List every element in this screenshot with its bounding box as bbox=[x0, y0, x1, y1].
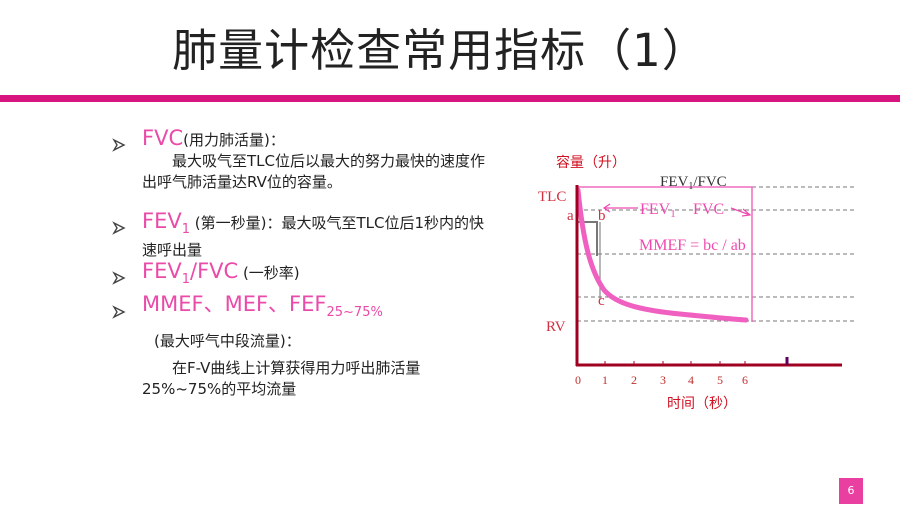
x-tick-labels: 0 1 2 3 4 5 6 bbox=[575, 373, 748, 387]
bullet-arrow bbox=[112, 138, 126, 152]
x-tick-label: 6 bbox=[742, 373, 748, 387]
fev1-text: FEV bbox=[640, 201, 671, 218]
volume-curve bbox=[575, 187, 749, 323]
rv-label: RV bbox=[546, 319, 566, 335]
bullet: MMEF、MEF、FEF25~75% (最大呼气中段流量)： 在F-V曲线上计算… bbox=[142, 294, 487, 400]
x-tick-label: 3 bbox=[660, 373, 666, 387]
x-tick-label: 1 bbox=[602, 373, 608, 387]
fvc-line bbox=[577, 186, 753, 322]
bullet: FEV1 (第一秒量)：最大吸气至TLC位后1秒内的快速呼出量 bbox=[142, 211, 487, 261]
x-tick-label: 5 bbox=[717, 373, 723, 387]
ratio-rest: /FVC bbox=[693, 174, 726, 190]
term-text: FEV bbox=[142, 209, 182, 233]
point-c: c bbox=[598, 293, 605, 309]
bullet-note: (第一秒量)：最大吸气至TLC位后1秒内的快速呼出量 bbox=[142, 214, 485, 260]
term-text: FEV bbox=[142, 259, 182, 283]
term-rest: /FVC bbox=[190, 259, 239, 283]
bullet: FEV1/FVC (一秒率) bbox=[142, 261, 487, 290]
bullet-note: (用力肺活量)： bbox=[183, 131, 285, 149]
fvc-arrow bbox=[730, 207, 752, 217]
bullet-arrow bbox=[112, 221, 126, 235]
point-a: a bbox=[567, 208, 574, 224]
fev1-label: FEV1 bbox=[640, 201, 676, 220]
ratio-text: FEV bbox=[660, 174, 689, 190]
x-tick-label: 0 bbox=[575, 373, 581, 387]
bullet-term: MMEF、MEF、FEF25~75% bbox=[142, 292, 383, 321]
tlc-label: TLC bbox=[538, 189, 566, 205]
bullet-desc: 在F-V曲线上计算获得用力呼出肺活量25%~75%的平均流量 bbox=[142, 359, 421, 399]
bullet-desc: 最大吸气至TLC位后以最大的努力最快的速度作出呼气肺活量达RV位的容量。 bbox=[142, 152, 485, 191]
bullet-note: (一秒率) bbox=[238, 264, 300, 282]
x-tick-label: 4 bbox=[688, 373, 694, 387]
x-tick-marks bbox=[604, 361, 746, 365]
title-underline bbox=[0, 95, 900, 102]
guide-lines bbox=[577, 186, 855, 322]
bullet-arrow bbox=[112, 305, 126, 319]
bullet-term: FEV1/FVC bbox=[142, 259, 239, 288]
spirogram: 容量（升） TLC a b c RV FEV1/FVC FEV1 FVC MME… bbox=[538, 154, 855, 412]
ratio-sub: 1 bbox=[688, 181, 693, 192]
formula: MMEF = bc / ab bbox=[639, 237, 746, 254]
term-sub: 25~75% bbox=[326, 305, 383, 321]
fvc-label: FVC bbox=[693, 201, 724, 218]
page-number: 6 bbox=[839, 478, 863, 504]
ratio-label: FEV1/FVC bbox=[660, 174, 727, 192]
bullet-term: FVC bbox=[142, 126, 184, 150]
x-tick-label: 2 bbox=[631, 373, 637, 387]
point-b: b bbox=[598, 208, 606, 224]
bullet: FVC(用力肺活量)： 最大吸气至TLC位后以最大的努力最快的速度作出呼气肺活量… bbox=[142, 128, 487, 193]
y-label: 容量（升） bbox=[556, 154, 626, 171]
fev1-sub: 1 bbox=[670, 208, 676, 220]
bullet-arrow bbox=[112, 271, 126, 285]
term-text: MMEF、MEF、FEF bbox=[142, 292, 327, 316]
term-sub: 1 bbox=[181, 272, 190, 288]
bullet-note: (最大呼气中段流量)： bbox=[154, 332, 301, 351]
slide-title: 肺量计检查常用指标（1） bbox=[172, 24, 708, 77]
term-sub: 1 bbox=[181, 222, 190, 238]
bullet-term: FEV1 bbox=[142, 209, 190, 238]
fev1-arrow bbox=[602, 203, 638, 213]
x-label: 时间（秒） bbox=[667, 396, 737, 412]
